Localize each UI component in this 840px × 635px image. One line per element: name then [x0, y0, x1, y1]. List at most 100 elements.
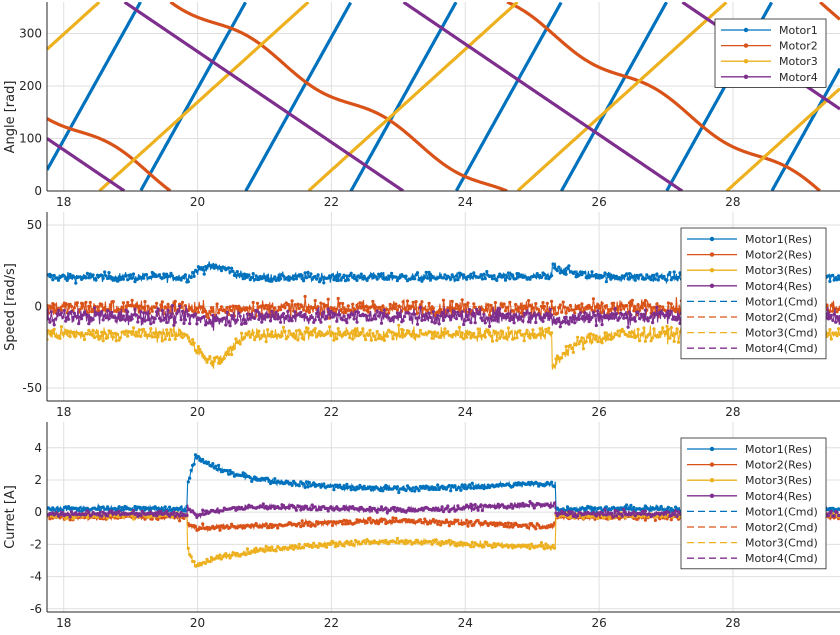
series-point	[467, 505, 472, 509]
series-point	[450, 335, 454, 339]
series-point	[103, 270, 107, 274]
series-point	[642, 312, 646, 316]
series-point	[567, 264, 571, 268]
series-point	[343, 318, 348, 322]
series-point	[495, 309, 499, 313]
series-point	[436, 313, 440, 317]
series-point	[245, 306, 249, 310]
series-point	[84, 512, 88, 517]
series-point	[502, 273, 506, 277]
series-point	[561, 300, 565, 304]
legend-label: Motor2(Cmd)	[745, 311, 818, 324]
series-point	[156, 517, 160, 522]
series-point	[358, 333, 362, 337]
series-point	[49, 310, 53, 314]
series-point	[302, 337, 306, 341]
series-point	[443, 521, 447, 525]
series-point	[627, 272, 632, 276]
series-point	[104, 507, 108, 511]
series-point	[441, 510, 446, 514]
series-point	[353, 521, 358, 525]
series-point	[449, 277, 453, 281]
series-point	[179, 278, 183, 282]
series-point	[453, 278, 457, 282]
series-point	[325, 304, 329, 308]
series-point	[676, 507, 681, 511]
series-point	[90, 333, 94, 337]
series-point	[826, 331, 831, 335]
series-point	[180, 300, 185, 304]
series-point	[649, 314, 653, 319]
series-point	[390, 306, 394, 310]
series-point	[356, 487, 360, 491]
series-point	[483, 277, 487, 281]
series-point	[166, 302, 170, 306]
series-point	[355, 518, 359, 522]
series-point	[410, 305, 414, 309]
series-point	[254, 546, 258, 550]
series-point	[346, 304, 350, 308]
series-point	[612, 515, 616, 519]
series-point	[69, 510, 74, 514]
series-point	[299, 310, 303, 314]
series-point	[470, 481, 474, 485]
series-point	[460, 483, 464, 487]
series-point	[368, 328, 372, 332]
series-point	[227, 472, 231, 476]
series-point	[514, 313, 518, 317]
series-point	[95, 305, 100, 309]
series-point	[238, 314, 242, 318]
y-tick-label: 2	[34, 473, 42, 487]
series-point	[254, 476, 258, 480]
series-point	[486, 303, 490, 307]
series-point	[319, 320, 323, 324]
series-point	[607, 516, 611, 521]
series-point	[263, 276, 267, 280]
series-point	[67, 317, 71, 321]
series-point	[596, 276, 600, 280]
series-point	[603, 316, 607, 320]
series-point	[420, 279, 424, 283]
series-point	[366, 508, 371, 512]
series-point	[130, 330, 134, 334]
series-point	[570, 510, 574, 514]
series-point	[834, 331, 838, 335]
series-point	[247, 317, 251, 321]
series-point	[304, 276, 309, 280]
series-point	[292, 277, 296, 281]
series-point	[439, 543, 443, 547]
series-point	[165, 509, 169, 513]
series-point	[511, 546, 515, 550]
series-point	[428, 487, 433, 491]
series-point	[264, 522, 268, 526]
series-point	[155, 514, 159, 518]
series-point	[512, 321, 516, 325]
series-point	[450, 314, 454, 318]
series-point	[537, 332, 541, 337]
series-point	[68, 334, 72, 339]
series-line-motor2	[819, 2, 840, 21]
series-point	[528, 547, 532, 551]
series-point	[401, 300, 405, 304]
series-point	[581, 314, 586, 318]
series-point	[98, 510, 102, 514]
series-point	[131, 326, 136, 330]
series-point	[364, 541, 368, 545]
series-point	[629, 313, 633, 317]
series-point	[577, 304, 581, 308]
series-point	[111, 335, 115, 339]
series-point	[219, 360, 224, 364]
series-point	[336, 278, 340, 283]
series-point	[463, 522, 467, 526]
series-point	[404, 332, 408, 336]
series-point	[431, 310, 435, 314]
series-point	[447, 538, 451, 543]
series-point	[108, 303, 112, 307]
series-point	[594, 272, 598, 277]
series-point	[68, 515, 72, 519]
series-point	[558, 325, 562, 329]
series-point	[625, 303, 629, 308]
series-point	[436, 483, 440, 487]
series-point	[436, 522, 440, 526]
series-point	[506, 271, 510, 275]
